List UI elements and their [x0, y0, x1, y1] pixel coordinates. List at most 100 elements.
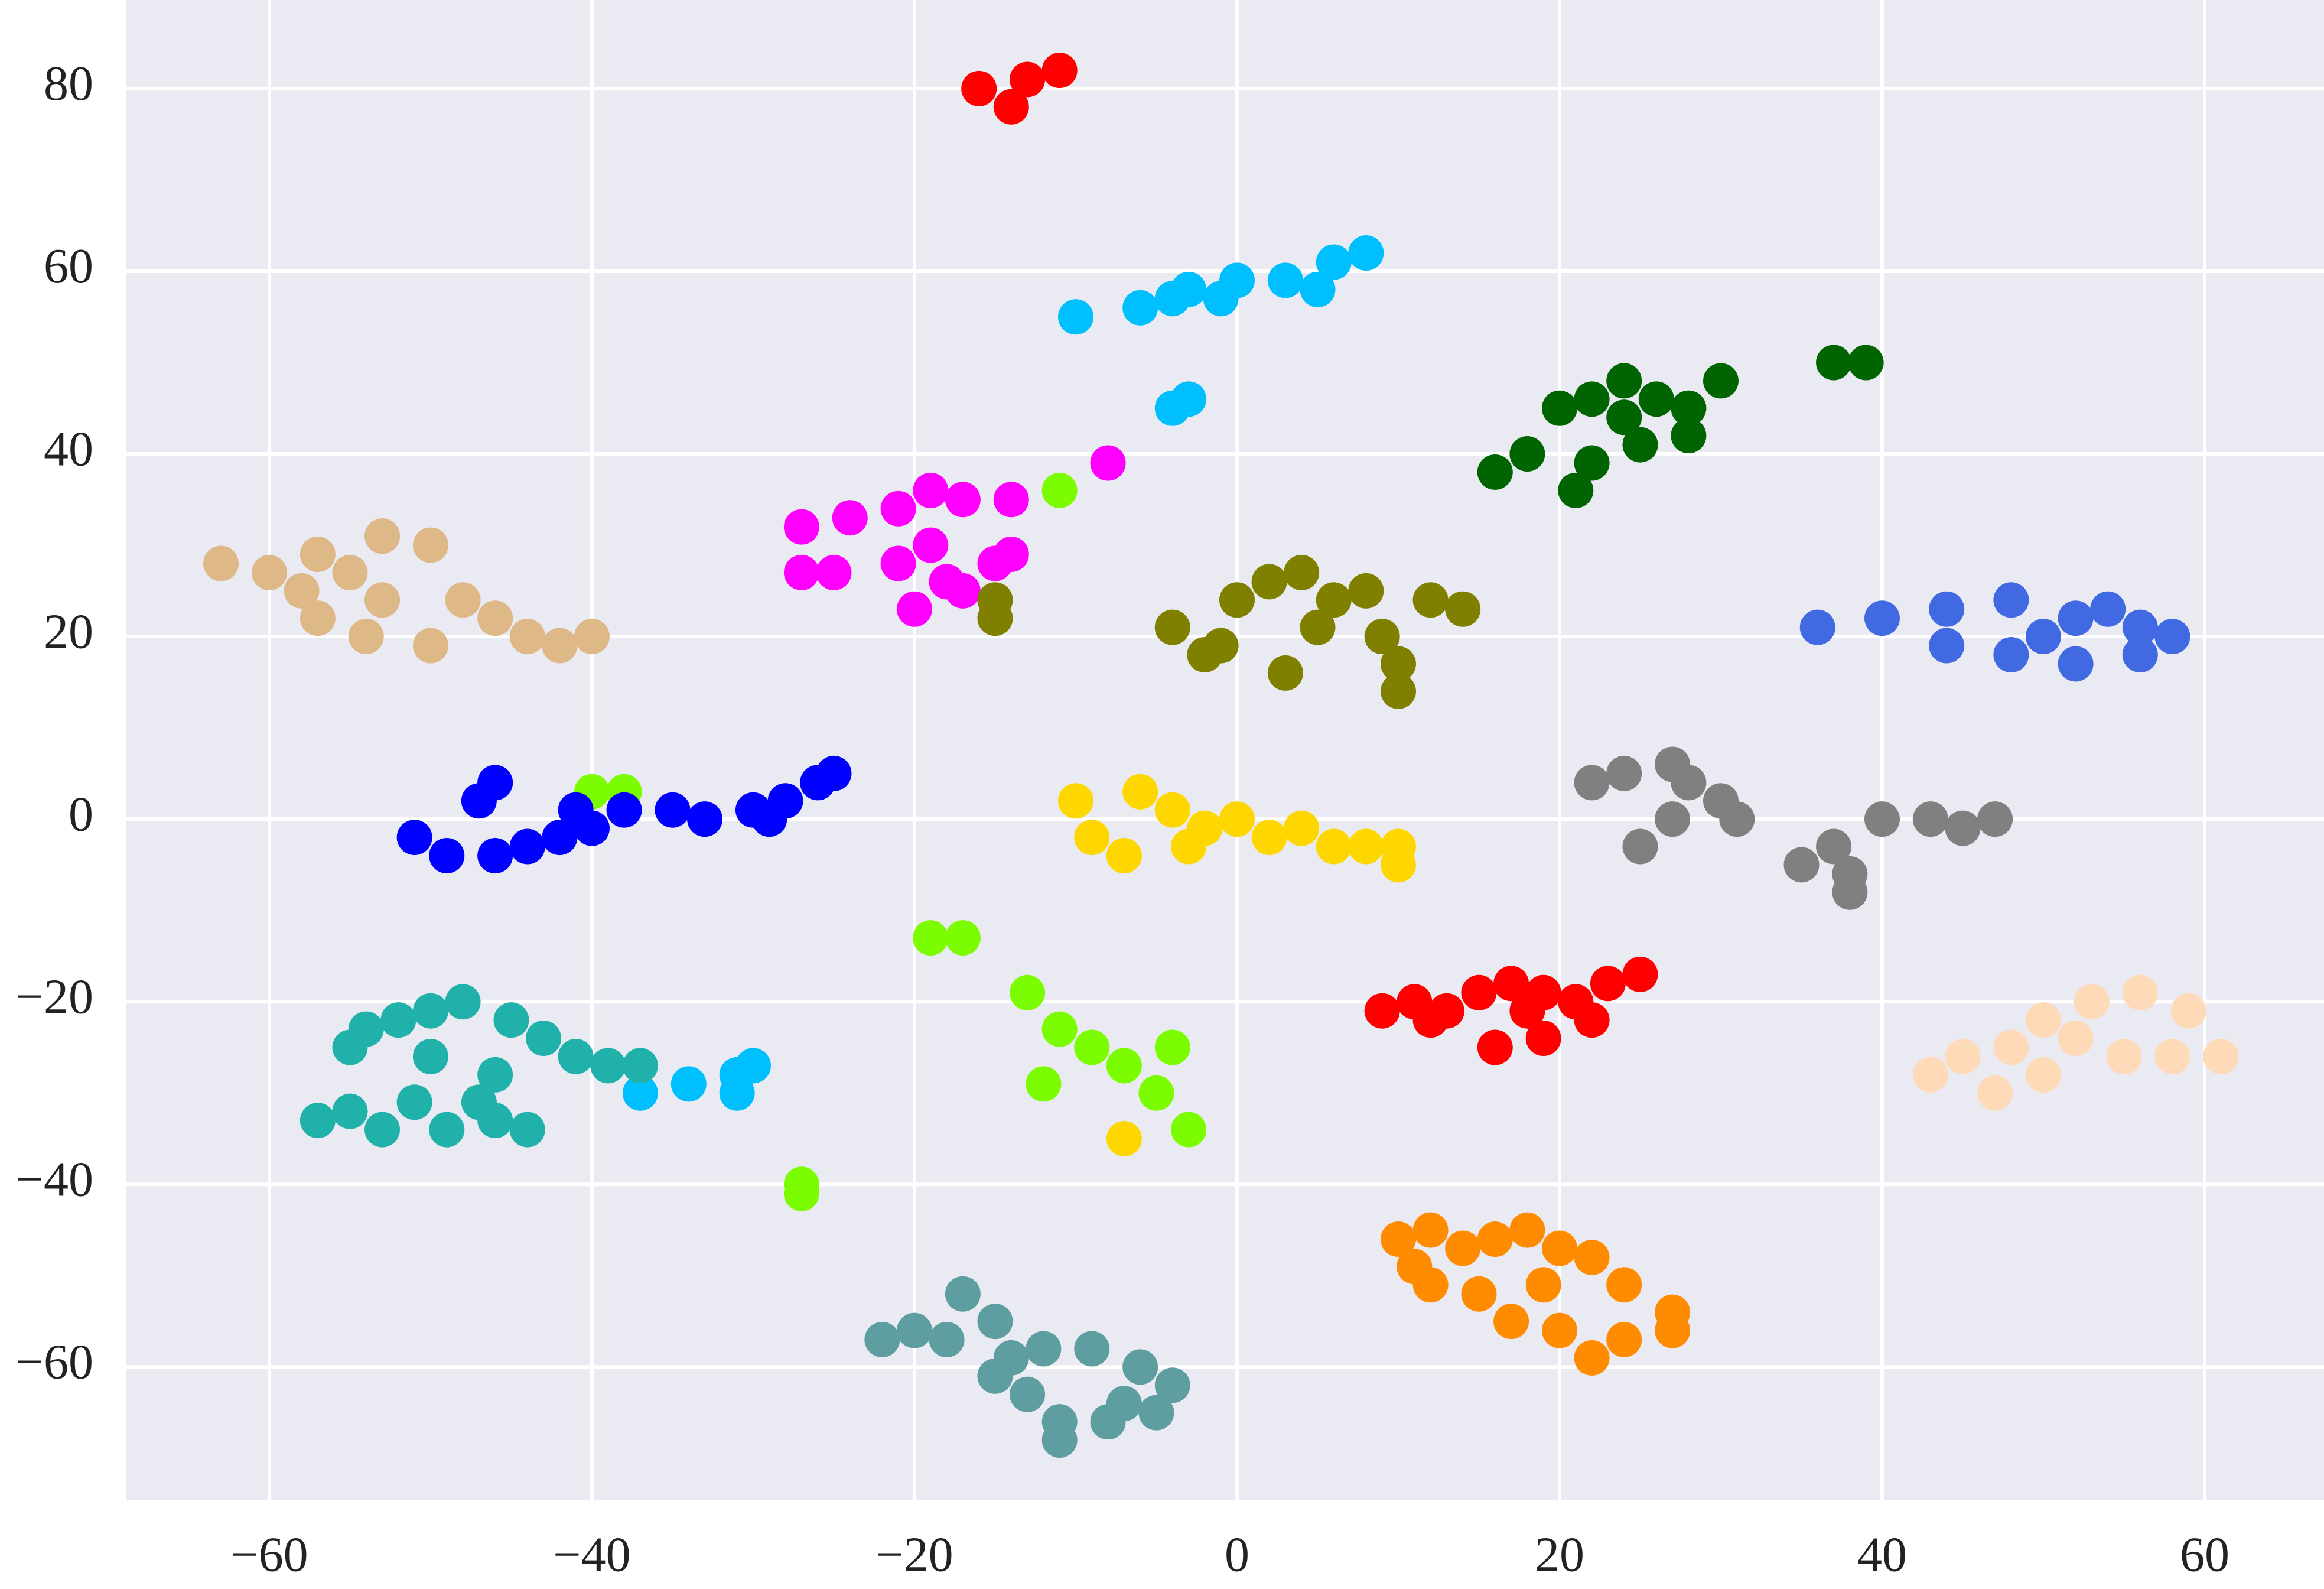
point — [977, 600, 1013, 636]
point — [526, 1021, 562, 1057]
point — [1380, 1221, 1416, 1257]
point — [251, 554, 287, 590]
point — [1541, 1230, 1577, 1266]
point — [1171, 381, 1207, 417]
point — [1284, 554, 1320, 590]
point — [687, 801, 723, 837]
plot-area — [126, 0, 2324, 1500]
y-tick-label: −20 — [16, 970, 93, 1025]
point — [1606, 1322, 1642, 1358]
point — [1010, 1376, 1046, 1412]
point — [1171, 1112, 1207, 1148]
point — [2090, 591, 2126, 627]
point — [783, 554, 819, 590]
point — [1106, 1121, 1142, 1157]
point — [913, 920, 949, 956]
point — [284, 573, 320, 609]
point — [1412, 582, 1449, 618]
point — [2058, 600, 2094, 636]
point — [880, 545, 916, 581]
point — [945, 573, 981, 609]
point — [542, 628, 578, 664]
point — [977, 1358, 1013, 1394]
point — [1493, 1304, 1529, 1340]
point — [1122, 1349, 1158, 1385]
point — [1364, 993, 1400, 1029]
point — [590, 1048, 626, 1084]
point — [412, 1038, 448, 1074]
point — [1251, 820, 1287, 856]
point — [1977, 1075, 2013, 1111]
point — [1445, 1230, 1481, 1266]
point — [1154, 281, 1190, 317]
point — [461, 1084, 497, 1120]
point — [1203, 628, 1239, 664]
point — [606, 792, 642, 828]
point — [1138, 1395, 1174, 1431]
y-tick-label: 60 — [44, 239, 93, 294]
point — [993, 482, 1029, 518]
point — [1300, 271, 1336, 307]
point — [477, 837, 513, 873]
point — [1122, 774, 1158, 810]
point — [1154, 609, 1190, 645]
point — [1316, 828, 1352, 865]
point — [1041, 472, 1078, 508]
point — [300, 1103, 336, 1139]
y-tick-label: −40 — [16, 1152, 93, 1207]
point — [445, 582, 481, 618]
point — [1203, 281, 1239, 317]
y-tick-label: −60 — [16, 1335, 93, 1390]
point — [1671, 765, 1707, 801]
point — [913, 472, 949, 508]
x-tick-label: 20 — [1535, 1527, 1584, 1582]
point — [1316, 244, 1352, 280]
point — [412, 527, 448, 563]
point — [832, 500, 868, 536]
point — [1316, 582, 1352, 618]
point — [816, 755, 852, 791]
point — [945, 920, 981, 956]
point — [1929, 591, 1965, 627]
point — [1509, 436, 1545, 472]
point — [2203, 1038, 2239, 1074]
point — [1412, 1002, 1449, 1038]
point — [1703, 363, 1739, 399]
point — [1719, 801, 1755, 837]
point — [1912, 801, 1948, 837]
point — [1041, 1011, 1078, 1047]
point — [1106, 1386, 1142, 1422]
x-tick-label: 40 — [1857, 1527, 1907, 1582]
point — [1848, 345, 1884, 381]
point — [1154, 1029, 1190, 1065]
point — [1638, 381, 1674, 417]
point — [1477, 1029, 1513, 1065]
point — [2154, 1038, 2190, 1074]
point — [1380, 847, 1416, 883]
point — [477, 600, 513, 636]
point — [977, 1304, 1013, 1340]
point — [670, 1066, 707, 1102]
point — [1364, 619, 1400, 655]
point — [1106, 837, 1142, 873]
point — [1090, 445, 1126, 481]
point — [1397, 1249, 1433, 1285]
point — [1622, 427, 1658, 463]
point — [1154, 792, 1190, 828]
point — [1267, 655, 1303, 691]
point — [364, 518, 401, 554]
point — [1074, 820, 1110, 856]
point — [751, 801, 787, 837]
point — [542, 820, 578, 856]
point — [1057, 299, 1093, 335]
point — [622, 1048, 658, 1084]
point — [1541, 390, 1577, 426]
point — [1977, 801, 2013, 837]
point — [1606, 399, 1642, 436]
point — [2122, 974, 2158, 1010]
point — [2170, 993, 2206, 1029]
point — [1026, 1331, 1062, 1367]
point — [1993, 582, 2029, 618]
